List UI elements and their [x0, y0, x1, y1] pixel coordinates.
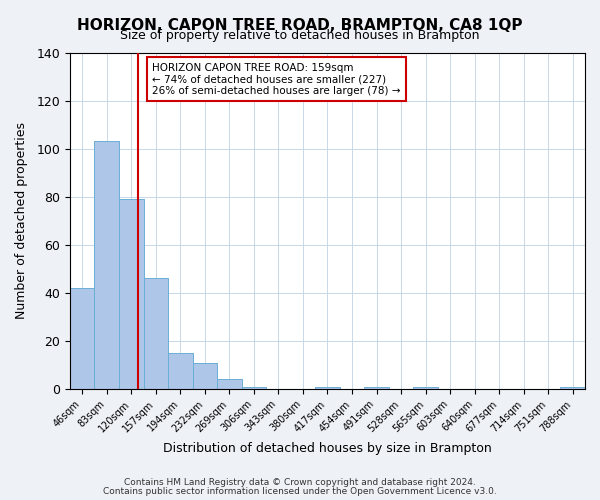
Bar: [364, 386, 389, 389]
Bar: [242, 386, 266, 389]
Bar: [413, 386, 438, 389]
Text: Contains public sector information licensed under the Open Government Licence v3: Contains public sector information licen…: [103, 486, 497, 496]
Bar: [193, 362, 217, 389]
Bar: [217, 380, 242, 389]
Bar: [94, 142, 119, 389]
Bar: [119, 199, 143, 389]
Text: HORIZON, CAPON TREE ROAD, BRAMPTON, CA8 1QP: HORIZON, CAPON TREE ROAD, BRAMPTON, CA8 …: [77, 18, 523, 32]
Text: Size of property relative to detached houses in Brampton: Size of property relative to detached ho…: [120, 29, 480, 42]
Text: HORIZON CAPON TREE ROAD: 159sqm
← 74% of detached houses are smaller (227)
26% o: HORIZON CAPON TREE ROAD: 159sqm ← 74% of…: [152, 62, 401, 96]
X-axis label: Distribution of detached houses by size in Brampton: Distribution of detached houses by size …: [163, 442, 492, 455]
Bar: [168, 353, 193, 389]
Bar: [143, 278, 168, 389]
Text: Contains HM Land Registry data © Crown copyright and database right 2024.: Contains HM Land Registry data © Crown c…: [124, 478, 476, 487]
Bar: [70, 288, 94, 389]
Y-axis label: Number of detached properties: Number of detached properties: [15, 122, 28, 320]
Bar: [315, 386, 340, 389]
Bar: [560, 386, 585, 389]
